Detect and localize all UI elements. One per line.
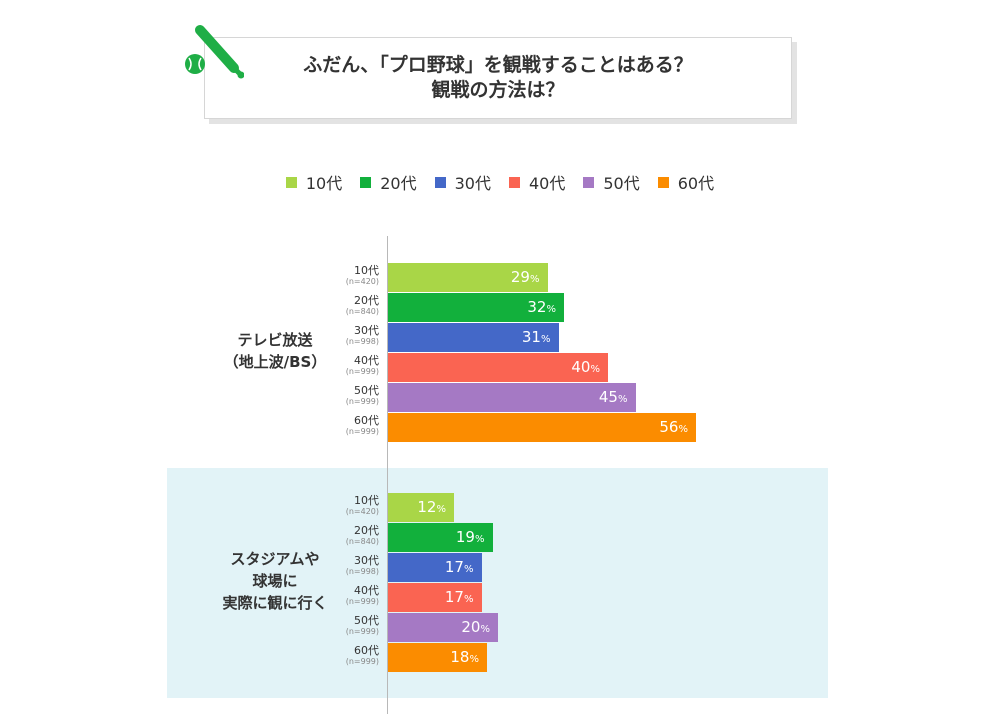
row-label: 20代 (n=840) [319,525,379,547]
row-label: 10代 (n=420) [319,495,379,517]
chart-legend: 10代 20代 30代 40代 50代 60代 [0,170,1000,194]
bar [388,493,454,522]
legend-swatch [583,176,595,188]
row-age-label: 20代 [354,524,379,537]
row-sample-size: (n=999) [345,397,379,406]
bar [388,263,548,292]
row-age-label: 20代 [354,294,379,307]
row-sample-size: (n=999) [345,427,379,436]
row-sample-size: (n=999) [345,657,379,666]
legend-swatch [285,176,297,188]
chart-title-line-1: ふだん、「プロ野球」を観戦することはある？ [303,54,693,76]
bar [388,353,608,382]
row-label: 60代 (n=999) [319,415,379,437]
row-label: 40代 (n=999) [319,355,379,377]
bar-value-label: 20% [461,618,490,636]
bar [388,293,564,322]
bar-value-label: 18% [450,648,479,666]
legend-item: 10代 [285,170,343,194]
row-sample-size: (n=998) [345,337,379,346]
bar [388,413,696,442]
bar-value-label: 56% [659,418,688,436]
group-2-background [167,468,828,698]
legend-item: 40代 [509,170,565,194]
legend-label: 50代 [603,174,640,193]
legend-label: 60代 [677,174,715,193]
bar [388,383,636,412]
legend-label: 10代 [305,174,343,193]
legend-label: 40代 [529,174,566,193]
row-age-label: 30代 [354,324,379,337]
legend-swatch [434,176,446,188]
row-age-label: 50代 [354,384,379,397]
row-age-label: 40代 [354,584,379,597]
legend-item: 20代 [360,170,417,194]
legend-swatch [657,176,669,188]
bar [388,323,559,352]
legend-item: 60代 [657,170,715,194]
bar-value-label: 29% [510,268,540,286]
bar-value-label: 12% [417,498,446,516]
row-age-label: 60代 [354,414,379,427]
row-sample-size: (n=999) [345,627,379,636]
bar [388,613,498,642]
row-label: 20代 (n=840) [319,295,379,317]
group-label: テレビ放送 （地上波/BS） [223,331,327,371]
legend-swatch [360,176,372,188]
legend-label: 20代 [380,174,417,193]
row-label: 40代 (n=999) [319,585,379,607]
bar [388,583,482,612]
row-label: 50代 (n=999) [319,615,379,637]
row-sample-size: (n=999) [345,597,379,606]
row-age-label: 60代 [354,644,379,657]
row-age-label: 40代 [354,354,379,367]
row-age-label: 50代 [354,614,379,627]
legend-swatch [509,176,520,188]
row-label: 30代 (n=998) [319,555,379,577]
bar-value-label: 19% [455,528,485,546]
legend-label: 30代 [454,174,491,193]
legend-item: 50代 [583,170,640,194]
bar-value-label: 17% [444,588,474,606]
bar [388,553,482,582]
row-sample-size: (n=420) [345,507,379,516]
bar-value-label: 17% [444,558,474,576]
row-sample-size: (n=998) [345,567,379,576]
row-age-label: 30代 [354,554,379,567]
row-label: 10代 (n=420) [319,265,379,287]
legend-item: 30代 [434,170,491,194]
bar [388,643,487,672]
row-age-label: 10代 [354,494,379,507]
bar-value-label: 32% [527,298,556,316]
chart-title-line-2: 観戦の方法は？ [431,79,565,101]
row-label: 30代 (n=998) [319,325,379,347]
group-label: スタジアムや 球場に 実際に観に行く [222,550,328,612]
bar [388,523,493,552]
row-sample-size: (n=840) [345,307,379,316]
chart-title-box: ふだん、「プロ野球」を観戦することはある？ 観戦の方法は？ [204,37,792,119]
row-sample-size: (n=840) [345,537,379,546]
row-sample-size: (n=420) [345,277,379,286]
bar-value-label: 40% [571,358,600,376]
row-age-label: 10代 [354,264,379,277]
row-label: 60代 (n=999) [319,645,379,667]
bar-value-label: 31% [521,328,551,346]
bar-value-label: 45% [598,388,628,406]
row-sample-size: (n=999) [345,367,379,376]
row-label: 50代 (n=999) [319,385,379,407]
baseball-bat-icon [185,25,244,79]
y-axis-line [387,236,388,714]
